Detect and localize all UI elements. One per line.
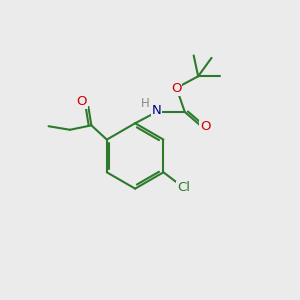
Text: O: O [200, 120, 211, 133]
Text: O: O [171, 82, 182, 95]
Text: Cl: Cl [177, 181, 190, 194]
Text: O: O [76, 95, 87, 108]
Text: H: H [141, 97, 150, 110]
Text: N: N [152, 104, 161, 117]
